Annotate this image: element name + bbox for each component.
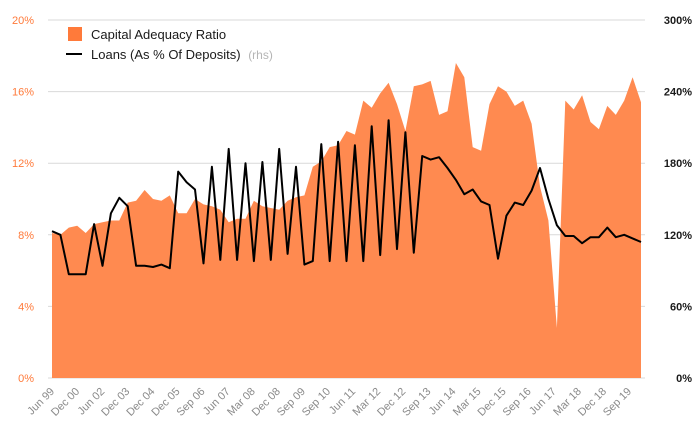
legend-swatch-area: [68, 27, 82, 41]
x-axis-tick-label: Sep 13: [400, 386, 433, 419]
legend-rhs-note: (rhs): [248, 48, 273, 62]
right-axis-tick-label: 0%: [676, 373, 692, 385]
left-y-axis: 0% 4% 8% 12% 16% 20%: [12, 15, 34, 385]
svg-text:Loans (As % Of Deposits): Loans (As % Of Deposits) (rhs): [91, 47, 273, 62]
loans-to-deposits-line: [51, 119, 642, 276]
legend: Capital Adequacy Ratio Loans (As % Of De…: [66, 27, 273, 62]
x-axis-tick-label: Sep 10: [300, 386, 333, 419]
legend-label-line: Loans (As % Of Deposits): [91, 47, 241, 62]
right-axis-tick-label: 180%: [664, 158, 692, 170]
left-axis-tick-label: 4%: [18, 301, 34, 313]
left-axis-tick-label: 12%: [12, 158, 34, 170]
left-axis-tick-label: 16%: [12, 87, 34, 99]
capital-adequacy-area: [52, 63, 641, 378]
x-axis-tick-label: Sep 19: [601, 386, 634, 419]
right-y-axis: 0% 60% 120% 180% 240% 300%: [664, 15, 692, 385]
left-axis-tick-label: 20%: [12, 15, 34, 27]
right-axis-tick-label: 120%: [664, 230, 692, 242]
x-axis-tick-label: Sep 06: [174, 386, 207, 419]
x-axis-tick-label: Dec 00: [49, 386, 82, 419]
left-axis-tick-label: 0%: [18, 373, 34, 385]
x-axis-tick-label: Sep 16: [501, 386, 534, 419]
right-axis-tick-label: 240%: [664, 87, 692, 99]
right-axis-tick-label: 60%: [670, 301, 692, 313]
right-axis-tick-label: 300%: [664, 15, 692, 27]
left-axis-tick-label: 8%: [18, 230, 34, 242]
legend-label-area: Capital Adequacy Ratio: [91, 27, 226, 42]
